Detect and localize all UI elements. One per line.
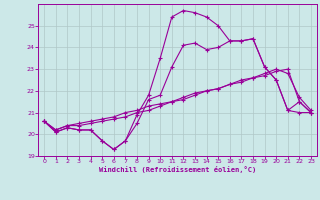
X-axis label: Windchill (Refroidissement éolien,°C): Windchill (Refroidissement éolien,°C) [99, 166, 256, 173]
